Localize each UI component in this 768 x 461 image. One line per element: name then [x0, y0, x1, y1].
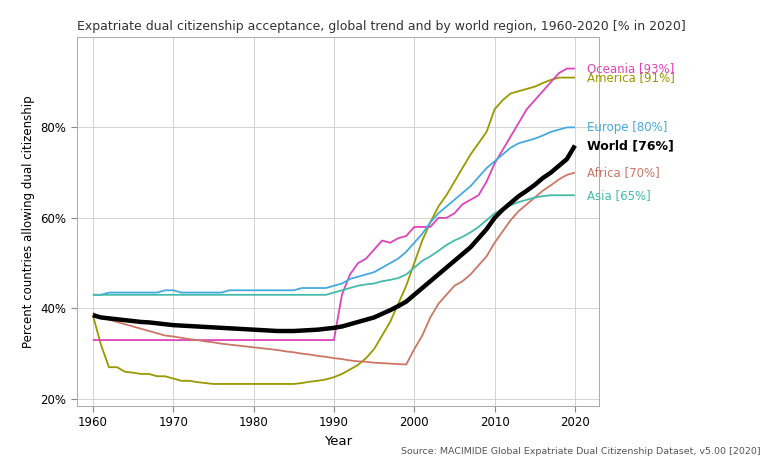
- Text: World [76%]: World [76%]: [587, 139, 674, 152]
- X-axis label: Year: Year: [324, 435, 352, 448]
- Text: Europe [80%]: Europe [80%]: [587, 121, 667, 134]
- Text: Oceania [93%]: Oceania [93%]: [587, 62, 674, 75]
- Text: Expatriate dual citizenship acceptance, global trend and by world region, 1960-2: Expatriate dual citizenship acceptance, …: [77, 20, 686, 33]
- Text: Africa [70%]: Africa [70%]: [587, 166, 660, 179]
- Text: Asia [65%]: Asia [65%]: [587, 189, 650, 202]
- Y-axis label: Percent countries allowing dual citizenship: Percent countries allowing dual citizens…: [22, 95, 35, 348]
- Text: America [91%]: America [91%]: [587, 71, 675, 84]
- Text: Source: MACIMIDE Global Expatriate Dual Citizenship Dataset, v5.00 [2020]: Source: MACIMIDE Global Expatriate Dual …: [401, 447, 760, 456]
